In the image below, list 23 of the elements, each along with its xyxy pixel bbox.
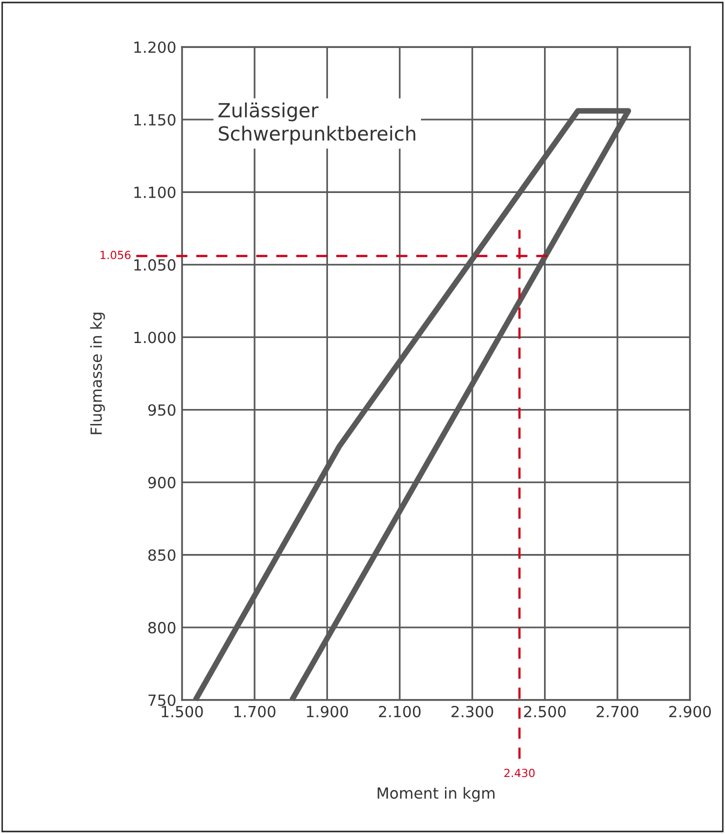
x-tick-label: 2.700 [596,706,638,718]
ref-line-label: 1.056 [100,250,130,260]
y-tick-label: 1.000 [134,332,176,344]
x-tick-label: 2.300 [452,706,494,718]
x-axis-title: Moment in kgm [378,787,494,802]
y-tick-label: 800 [148,622,176,634]
y-tick-label: 1.100 [134,186,176,198]
x-tick-label: 1.500 [162,706,203,718]
y-tick-label: 900 [148,476,176,488]
y-axis-title: Flugmasse in kg [90,312,105,434]
x-tick-label: 1.700 [234,706,276,718]
y-tick-label: 750 [148,694,176,706]
annotation: Zulässiger Schwerpunktbereich [218,102,416,145]
y-tick-label: 1.150 [134,114,176,126]
y-tick-label: 950 [148,404,176,416]
y-tick-label: 850 [148,549,176,561]
x-tick-label: 2.900 [669,706,711,718]
ref-line-label: 2.430 [504,768,535,778]
x-tick-label: 1.900 [306,706,348,718]
y-tick-label: 1.200 [134,41,176,54]
x-tick-label: 2.100 [378,706,421,718]
y-tick-label: 1.050 [134,259,176,271]
x-tick-label: 2.500 [524,706,566,718]
